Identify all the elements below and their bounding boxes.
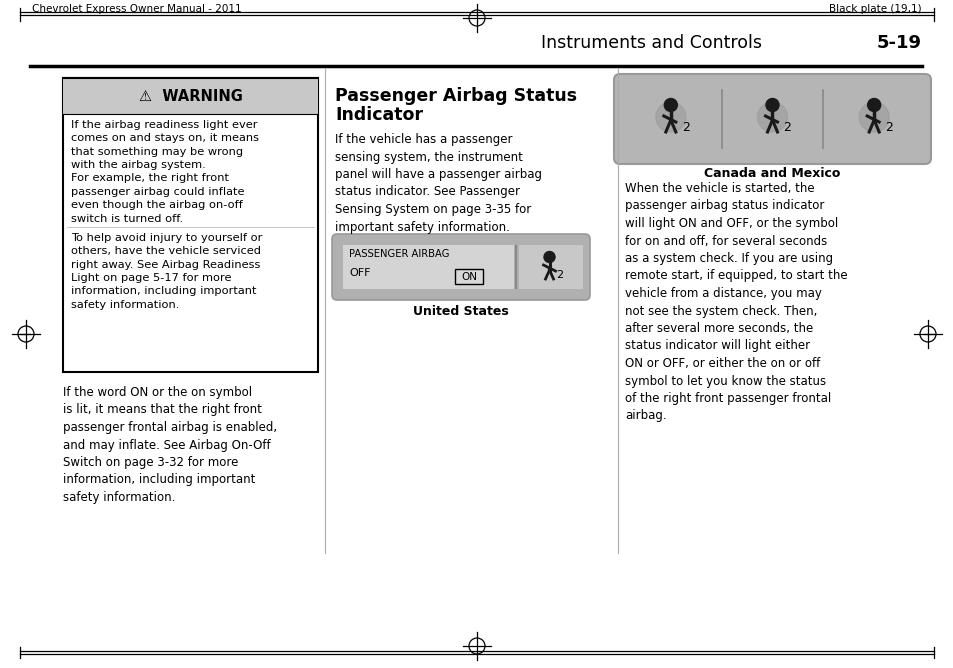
Ellipse shape [859,102,888,132]
Text: 2: 2 [782,121,791,134]
Text: 5-19: 5-19 [876,34,921,52]
Bar [343,245,514,289]
Text: Indicator: Indicator [335,106,422,124]
Text: If the airbag readiness light ever
comes on and stays on, it means
that somethin: If the airbag readiness light ever comes… [71,120,258,224]
Circle shape [867,98,880,112]
Text: ON: ON [460,271,476,281]
Text: PASSENGER AIRBAG: PASSENGER AIRBAG [349,249,449,259]
Bar [518,245,582,289]
Text: Chevrolet Express Owner Manual - 2011: Chevrolet Express Owner Manual - 2011 [32,4,241,14]
Text: 2: 2 [556,270,563,280]
Text: Black plate (19,1): Black plate (19,1) [828,4,921,14]
Circle shape [663,98,677,112]
Text: Canada and Mexico: Canada and Mexico [703,167,840,180]
Text: United States: United States [413,305,508,318]
Text: Instruments and Controls: Instruments and Controls [540,34,761,52]
FancyBboxPatch shape [614,74,930,164]
Bar [455,269,482,284]
Ellipse shape [757,102,786,132]
Text: 2: 2 [884,121,892,134]
Text: If the word ON or the on symbol
is lit, it means that the right front
passenger : If the word ON or the on symbol is lit, … [63,386,276,504]
Text: OFF: OFF [349,268,370,278]
Circle shape [543,251,555,263]
Text: When the vehicle is started, the
passenger airbag status indicator
will light ON: When the vehicle is started, the passeng… [624,182,846,422]
Text: To help avoid injury to yourself or
others, have the vehicle serviced
right away: To help avoid injury to yourself or othe… [71,233,262,310]
Bar [63,78,317,372]
Text: If the vehicle has a passenger
sensing system, the instrument
panel will have a : If the vehicle has a passenger sensing s… [335,133,541,234]
FancyBboxPatch shape [332,234,589,300]
Text: ⚠  WARNING: ⚠ WARNING [138,88,242,104]
Ellipse shape [655,102,685,132]
Circle shape [765,98,779,112]
Bar [63,78,317,114]
Text: 2: 2 [681,121,689,134]
Text: Passenger Airbag Status: Passenger Airbag Status [335,87,577,105]
